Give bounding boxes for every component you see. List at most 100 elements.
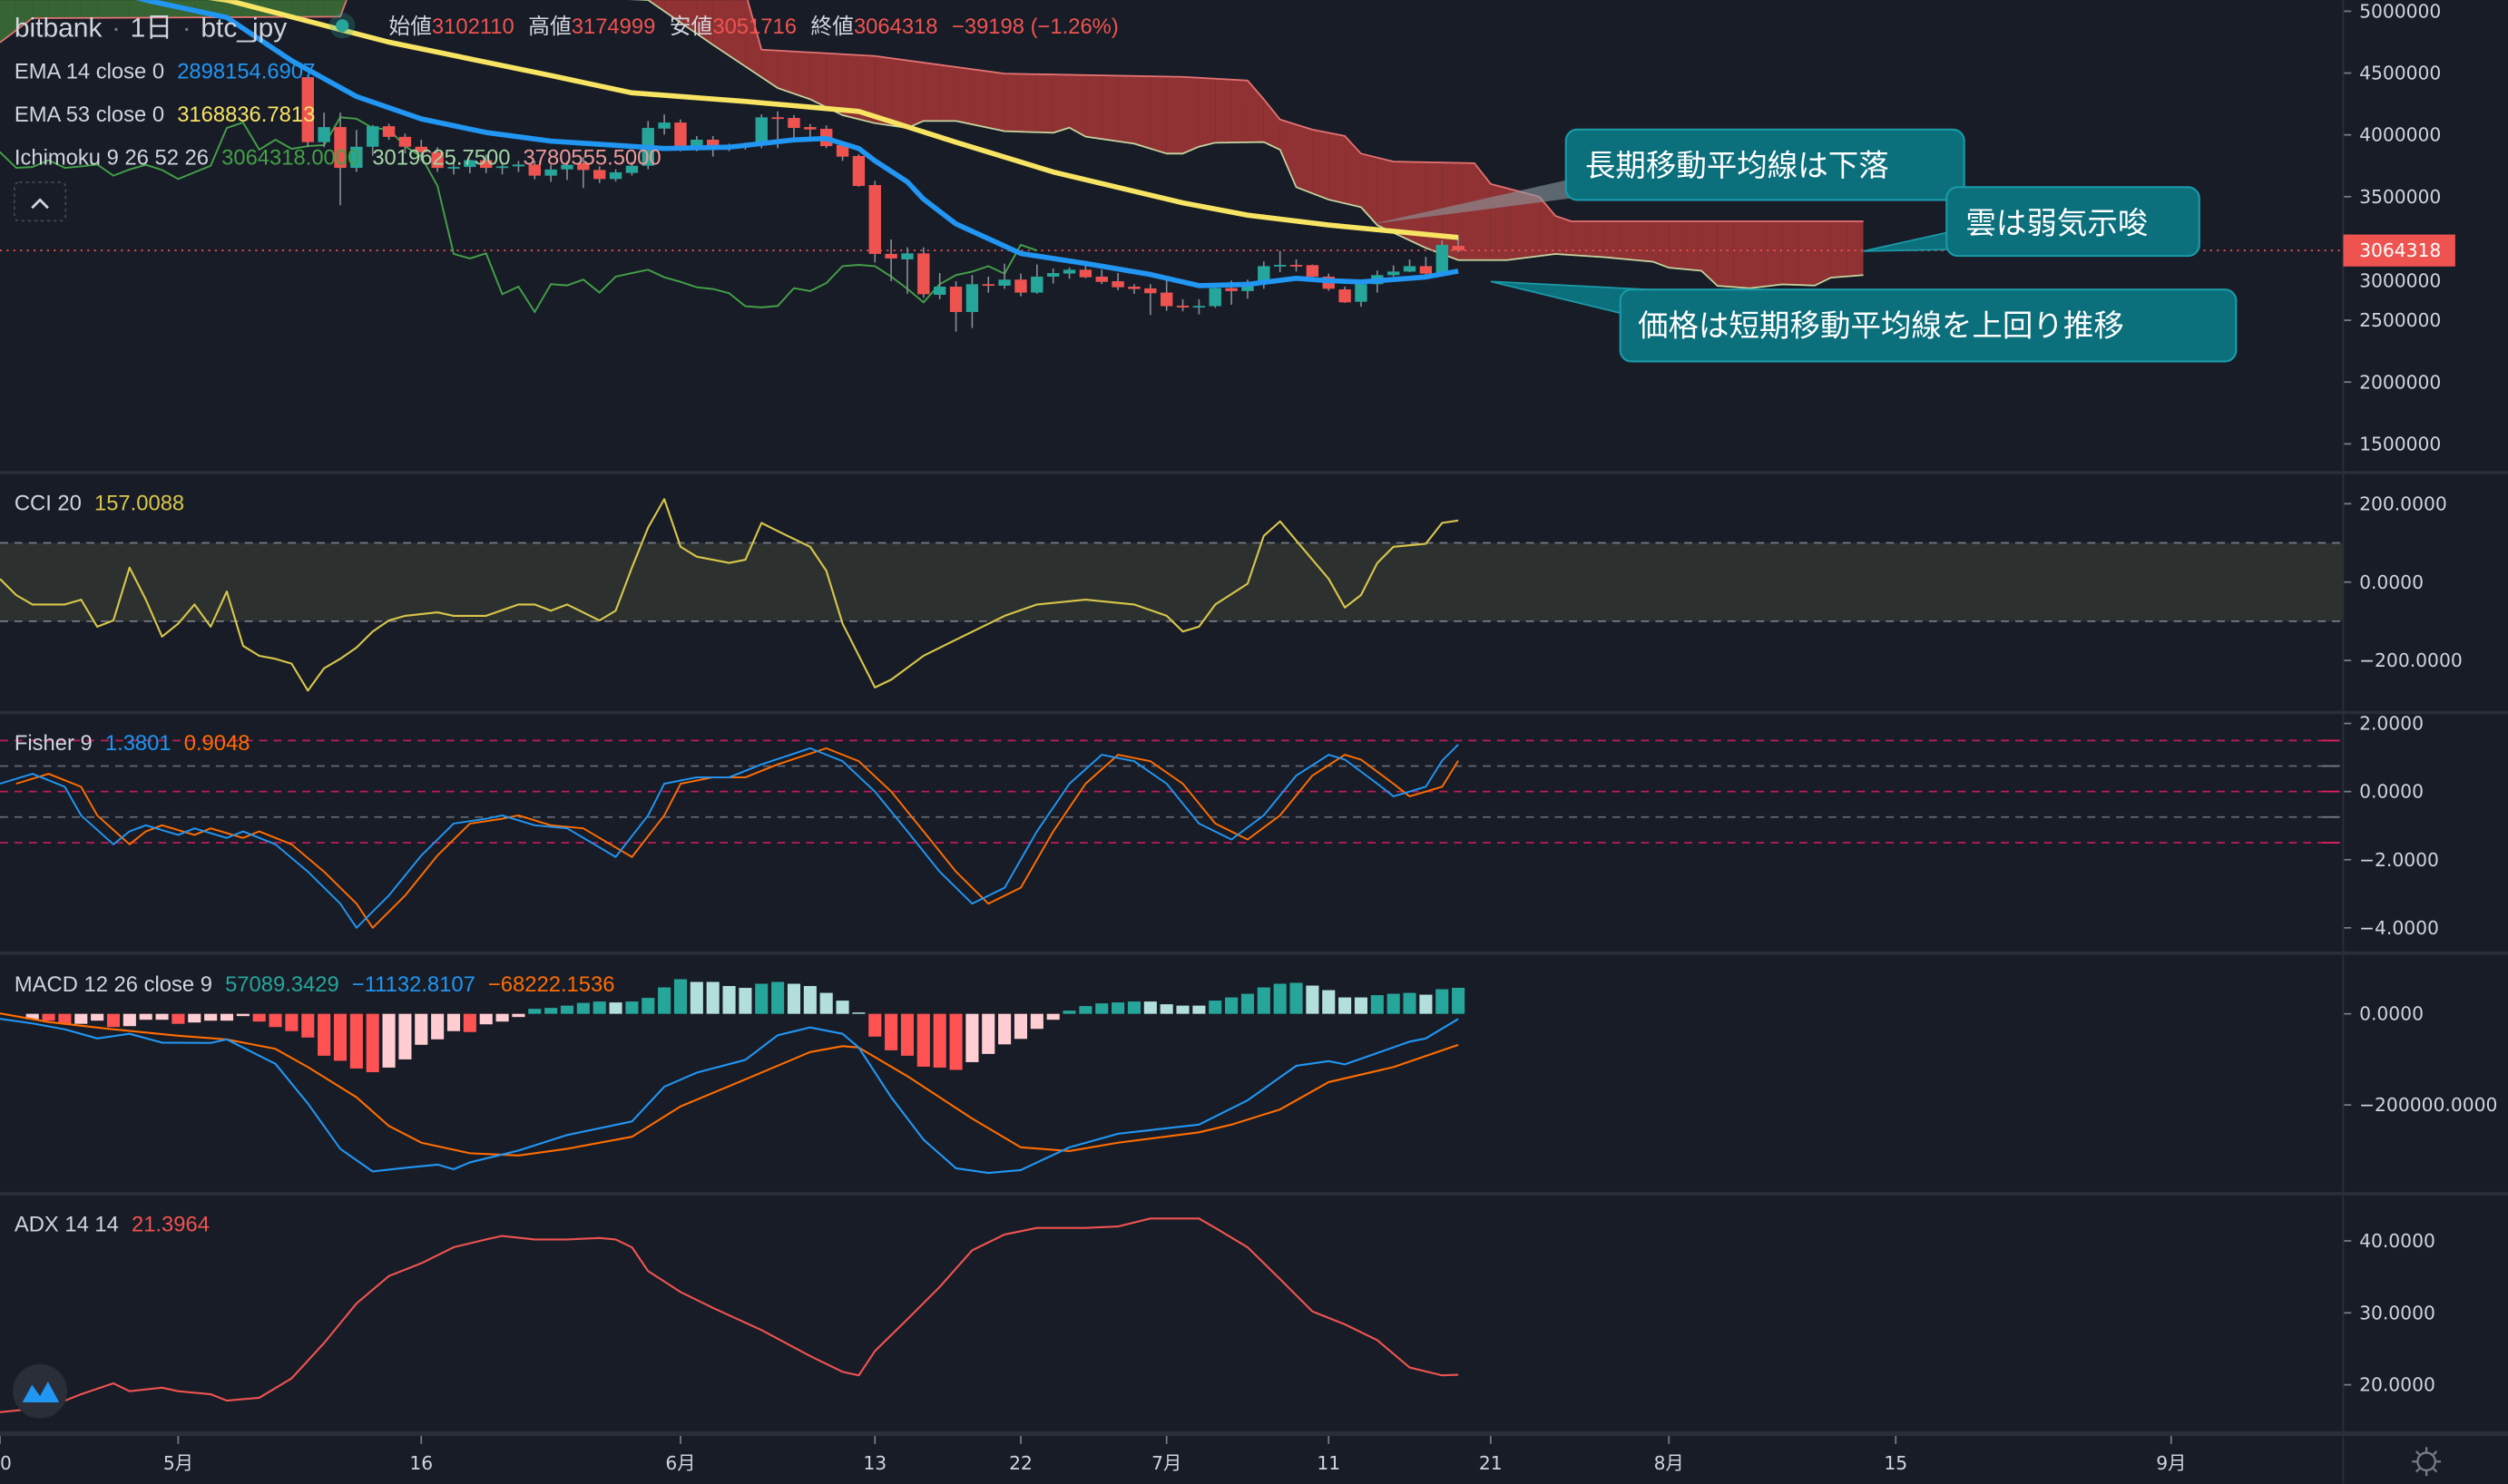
candle[interactable] <box>1144 284 1157 316</box>
price-pane[interactable] <box>0 0 2344 332</box>
symbol-title[interactable]: bitbank · 1日 · btc_jpy <box>15 14 287 44</box>
change-value: −39198 (−1.26%) <box>952 15 1119 39</box>
candle[interactable] <box>1112 272 1124 290</box>
candle[interactable] <box>398 133 412 154</box>
candle[interactable] <box>804 123 817 140</box>
candle[interactable] <box>998 263 1011 289</box>
ichimoku-cloud-segment <box>761 49 779 89</box>
candle[interactable] <box>965 275 979 328</box>
candle[interactable] <box>788 114 800 138</box>
candle[interactable] <box>1046 268 1060 284</box>
candle[interactable] <box>447 157 460 175</box>
candle[interactable] <box>1176 298 1190 312</box>
candle[interactable] <box>1031 264 1043 294</box>
candle[interactable] <box>609 169 622 182</box>
callout-long-ma-falling[interactable]: 長期移動平均線は下落 <box>1564 128 1965 201</box>
fisher-pane[interactable] <box>0 739 2344 929</box>
candle[interactable] <box>495 161 509 175</box>
symbol-legend[interactable]: bitbank · 1日 · btc_jpy 始値3102110 高値3174999 安… <box>13 13 1119 222</box>
candle[interactable] <box>1014 273 1027 297</box>
collapse-legend-button[interactable] <box>13 181 67 222</box>
candle[interactable] <box>528 161 541 180</box>
ichimoku-cloud-segment <box>81 0 98 18</box>
macd-pane[interactable] <box>0 979 1465 1175</box>
legend-ema53[interactable]: EMA 53 close 0 3168836.7813 <box>15 103 315 127</box>
candle[interactable] <box>367 124 379 156</box>
gear-icon[interactable] <box>2412 1447 2441 1477</box>
candle[interactable] <box>982 276 994 293</box>
legend-macd[interactable]: MACD 12 26 close 9 57089.3429 −11132.8107−… <box>15 972 615 997</box>
candle[interactable] <box>350 130 363 172</box>
candle[interactable] <box>561 161 573 181</box>
ema14-line <box>135 0 1459 288</box>
candle[interactable] <box>382 123 396 141</box>
candle[interactable] <box>544 164 557 182</box>
ichimoku-cloud-segment <box>1069 74 1086 137</box>
candle-body <box>885 253 897 259</box>
ichimoku-cloud-segment <box>1733 221 1750 288</box>
candle-body <box>495 166 509 169</box>
candle[interactable] <box>852 154 866 188</box>
candle[interactable] <box>1403 259 1416 272</box>
candle-body <box>755 117 768 145</box>
candle-body <box>447 167 460 169</box>
time-axis-label: 6月 <box>665 1452 695 1474</box>
candle[interactable] <box>1160 278 1173 311</box>
cci-pane[interactable] <box>0 498 2344 692</box>
candle[interactable] <box>1355 281 1367 308</box>
callout-cloud-bearish[interactable]: 雲は弱気示唆 <box>1945 186 2200 258</box>
tradingview-logo-icon[interactable] <box>13 1363 68 1419</box>
callout-price-above-short-ma[interactable]: 価格は短期移動平均線を上回り推移 <box>1619 288 2238 363</box>
macd-histogram-bar <box>25 1013 39 1020</box>
candle-body <box>625 165 639 173</box>
ichimoku-cloud-segment <box>113 0 130 18</box>
ichimoku-cloud-segment <box>97 0 113 18</box>
macd-histogram-bar <box>1046 1013 1060 1020</box>
ichimoku-cloud-segment <box>1766 221 1783 287</box>
ichimoku-cloud-segment <box>1652 221 1670 268</box>
ichimoku-cloud-segment <box>778 50 794 94</box>
candle[interactable] <box>431 147 444 172</box>
legend-ichimoku[interactable]: Ichimoku 9 26 52 26 3064318.0000 3019625.7… <box>15 146 661 171</box>
candle[interactable] <box>949 280 963 332</box>
candle[interactable] <box>1079 263 1092 278</box>
candle[interactable] <box>1128 284 1141 294</box>
candle[interactable] <box>301 75 314 148</box>
candle[interactable] <box>658 114 671 135</box>
candle[interactable] <box>1452 237 1465 252</box>
legend-fisher[interactable]: Fisher 9 1.3801 0.9048 <box>15 731 250 756</box>
candle[interactable] <box>334 112 347 206</box>
candle[interactable] <box>1386 265 1400 277</box>
candle-body <box>1160 292 1173 307</box>
candle[interactable] <box>1289 259 1303 272</box>
candle[interactable] <box>480 154 493 173</box>
candle[interactable] <box>1338 286 1351 303</box>
candle[interactable] <box>1095 269 1108 285</box>
candle[interactable] <box>415 140 427 161</box>
candle[interactable] <box>885 239 897 281</box>
candle[interactable] <box>917 247 930 298</box>
candle[interactable] <box>625 161 639 176</box>
candle[interactable] <box>1063 267 1076 279</box>
candle[interactable] <box>1273 250 1287 272</box>
candle-body <box>1306 265 1319 277</box>
candle[interactable] <box>933 272 946 299</box>
candle[interactable] <box>1435 239 1448 275</box>
candle[interactable] <box>1209 285 1221 308</box>
legend-cci[interactable]: CCI 20 157.0088 <box>15 491 184 515</box>
candle[interactable] <box>577 157 590 189</box>
axis-tick-label: 40.0000 <box>2359 1230 2435 1252</box>
candle[interactable] <box>512 161 525 172</box>
candle[interactable] <box>868 181 881 263</box>
candle[interactable] <box>464 159 476 173</box>
legend-ema14[interactable]: EMA 14 close 0 2898154.6907 <box>15 59 315 83</box>
adx-pane[interactable] <box>0 1217 1459 1413</box>
candle[interactable] <box>901 247 914 294</box>
ichimoku-cloud-segment <box>858 54 876 123</box>
candle[interactable] <box>1192 298 1206 315</box>
candle[interactable] <box>318 112 330 148</box>
candle[interactable] <box>593 166 606 183</box>
candle[interactable] <box>1419 257 1433 275</box>
legend-adx[interactable]: ADX 14 14 21.3964 <box>15 1212 210 1236</box>
